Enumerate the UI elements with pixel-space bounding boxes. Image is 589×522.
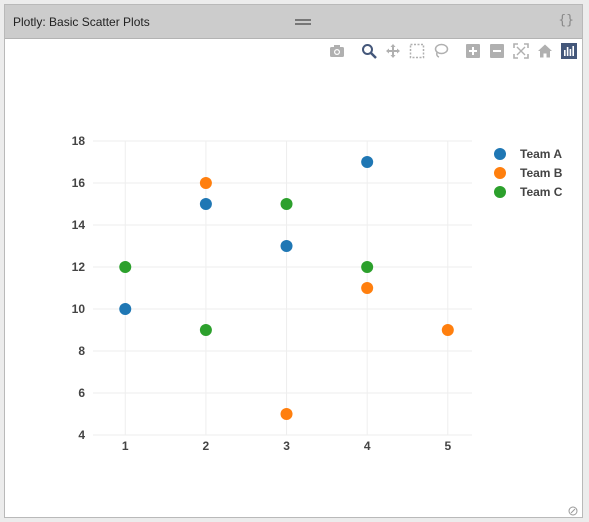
code-braces-icon[interactable]: {}	[558, 13, 574, 28]
y-tick-label: 8	[78, 344, 85, 358]
y-tick-label: 14	[72, 218, 86, 232]
legend-marker	[494, 167, 506, 179]
point-team-b[interactable]	[199, 177, 212, 189]
plotly-logo-icon[interactable]	[561, 43, 577, 59]
point-team-c[interactable]	[361, 261, 374, 273]
point-team-a[interactable]	[280, 240, 293, 252]
resize-grip-icon[interactable]	[568, 503, 578, 516]
point-team-b[interactable]	[441, 324, 454, 336]
point-team-a[interactable]	[199, 198, 212, 210]
x-tick-label: 2	[203, 439, 210, 453]
legend-label: Team C	[520, 185, 563, 199]
lasso-icon[interactable]	[433, 43, 449, 59]
zoom-out-icon[interactable]	[489, 43, 505, 59]
x-tick-label: 1	[122, 439, 129, 453]
drag-handle-icon[interactable]	[295, 18, 311, 26]
camera-icon[interactable]	[329, 43, 345, 59]
y-tick-label: 4	[78, 428, 85, 442]
y-tick-label: 10	[72, 302, 86, 316]
legend-marker	[494, 186, 506, 198]
y-tick-label: 18	[72, 134, 86, 148]
legend-label: Team A	[520, 147, 562, 161]
x-tick-label: 5	[444, 439, 451, 453]
point-team-c[interactable]	[119, 261, 132, 273]
home-icon[interactable]	[537, 43, 553, 59]
zoom-in-icon[interactable]	[465, 43, 481, 59]
point-team-a[interactable]	[361, 156, 374, 168]
y-tick-label: 16	[72, 176, 86, 190]
y-tick-label: 6	[78, 386, 85, 400]
autoscale-icon[interactable]	[513, 43, 529, 59]
modebar	[323, 43, 577, 61]
y-tick-label: 12	[72, 260, 86, 274]
point-team-c[interactable]	[280, 198, 293, 210]
x-tick-label: 3	[283, 439, 290, 453]
point-team-a[interactable]	[119, 303, 132, 315]
zoom-icon[interactable]	[361, 43, 377, 59]
point-team-b[interactable]	[361, 282, 374, 294]
pan-icon[interactable]	[385, 43, 401, 59]
window-titlebar[interactable]: Plotly: Basic Scatter Plots {}	[5, 5, 582, 39]
x-tick-label: 4	[364, 439, 371, 453]
plot-window: Plotly: Basic Scatter Plots {}	[4, 4, 583, 518]
legend-label: Team B	[520, 166, 563, 180]
box-select-icon[interactable]	[409, 43, 425, 59]
window-title: Plotly: Basic Scatter Plots	[13, 15, 150, 29]
legend-marker	[494, 148, 506, 160]
point-team-b[interactable]	[280, 408, 293, 420]
point-team-c[interactable]	[199, 324, 212, 336]
